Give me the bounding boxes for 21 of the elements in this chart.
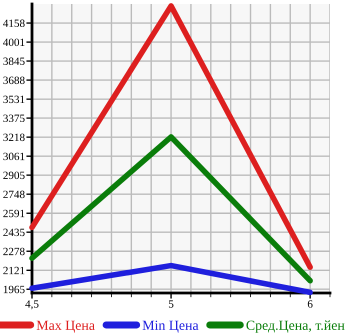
legend-label: Сред.Цена, т.йен [246, 320, 345, 333]
x-tick-label: 6 [308, 300, 313, 308]
y-tick-label: 3531 [3, 96, 24, 104]
y-tick-label: 3375 [3, 114, 25, 122]
y-tick-label: 2905 [3, 172, 25, 180]
y-tick-label: 1965 [4, 286, 25, 294]
x-tick-label: 4,5 [25, 300, 39, 310]
legend-label: Max Цена [36, 320, 95, 333]
y-tick-label: 2748 [3, 190, 25, 198]
y-tick-label: 2121 [3, 266, 24, 274]
legend-label: Min Цена [142, 320, 198, 333]
y-tick-label: 2278 [3, 248, 25, 256]
y-tick-label: 3218 [3, 134, 25, 142]
y-tick-label: 4001 [3, 38, 24, 46]
y-tick-label: 2591 [3, 210, 24, 218]
y-tick-label: 2435 [3, 228, 25, 236]
x-tick-label: 5 [168, 300, 174, 308]
y-tick-label: 3061 [3, 152, 24, 160]
y-tick-label: 3688 [3, 76, 25, 84]
y-tick-label: 4158 [3, 20, 25, 28]
y-tick-label: 3845 [3, 58, 25, 66]
